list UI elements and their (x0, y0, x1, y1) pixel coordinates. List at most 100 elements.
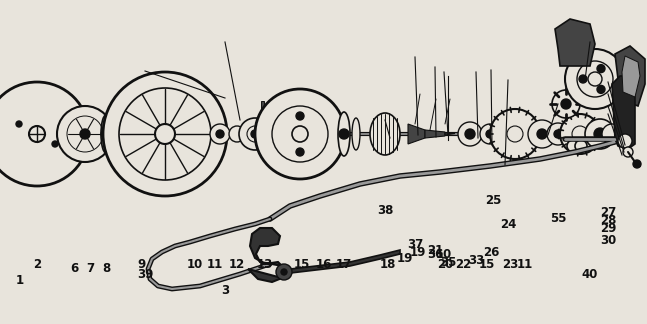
Circle shape (480, 124, 500, 144)
Text: 55: 55 (550, 212, 566, 225)
Circle shape (251, 130, 259, 138)
Circle shape (113, 129, 123, 139)
Circle shape (281, 269, 287, 275)
Circle shape (490, 109, 540, 159)
Circle shape (105, 121, 131, 147)
Text: 3: 3 (221, 284, 229, 296)
Text: 13: 13 (257, 259, 273, 272)
Circle shape (458, 122, 482, 146)
Text: 16: 16 (316, 259, 332, 272)
Text: 19: 19 (410, 246, 426, 259)
Text: 6: 6 (70, 261, 78, 274)
Circle shape (588, 72, 602, 86)
Text: 33: 33 (468, 253, 484, 267)
Circle shape (155, 124, 175, 144)
Circle shape (276, 264, 292, 280)
Text: 15: 15 (479, 259, 495, 272)
Circle shape (575, 140, 587, 152)
Circle shape (602, 124, 622, 144)
Text: 1: 1 (16, 273, 24, 286)
Text: 11: 11 (207, 259, 223, 272)
Circle shape (579, 75, 587, 83)
Text: 10: 10 (436, 249, 452, 261)
Circle shape (296, 148, 304, 156)
Circle shape (339, 129, 349, 139)
Text: 15: 15 (294, 259, 310, 272)
Circle shape (572, 126, 588, 142)
Ellipse shape (370, 113, 400, 155)
Circle shape (567, 140, 579, 152)
Bar (264, 135, 276, 141)
Circle shape (528, 120, 556, 148)
Text: 25: 25 (485, 193, 501, 206)
Polygon shape (612, 76, 635, 149)
Text: 17: 17 (336, 259, 352, 272)
Circle shape (597, 64, 605, 73)
Text: 39: 39 (137, 269, 153, 282)
Text: 35: 35 (440, 256, 456, 269)
Circle shape (618, 134, 632, 148)
Text: 21: 21 (427, 244, 443, 257)
Circle shape (577, 61, 613, 97)
Circle shape (0, 82, 89, 186)
Circle shape (119, 88, 211, 180)
Circle shape (554, 130, 562, 138)
Circle shape (103, 72, 227, 196)
Text: 38: 38 (377, 203, 393, 216)
Circle shape (547, 123, 569, 145)
Circle shape (597, 86, 605, 93)
Text: 9: 9 (138, 259, 146, 272)
Text: 8: 8 (102, 261, 110, 274)
Ellipse shape (352, 118, 360, 150)
Text: 36: 36 (427, 249, 443, 261)
Text: 29: 29 (600, 222, 616, 235)
Circle shape (255, 89, 345, 179)
Text: 26: 26 (483, 246, 499, 259)
Circle shape (52, 141, 58, 147)
Circle shape (561, 99, 571, 109)
Polygon shape (555, 19, 595, 66)
Text: 11: 11 (517, 259, 533, 272)
Circle shape (552, 90, 580, 118)
Circle shape (565, 49, 625, 109)
Text: 27: 27 (600, 205, 616, 218)
Polygon shape (622, 56, 640, 97)
Circle shape (465, 129, 475, 139)
Circle shape (486, 130, 494, 138)
Text: 20: 20 (437, 259, 453, 272)
Ellipse shape (101, 115, 111, 153)
Ellipse shape (338, 112, 350, 156)
Text: 22: 22 (455, 259, 471, 272)
Circle shape (80, 129, 90, 139)
Polygon shape (615, 46, 645, 106)
Circle shape (67, 116, 103, 152)
Polygon shape (425, 130, 445, 138)
Circle shape (57, 106, 113, 162)
Polygon shape (408, 124, 425, 144)
Text: 10: 10 (187, 259, 203, 272)
Text: 30: 30 (600, 234, 616, 247)
Text: 2: 2 (33, 259, 41, 272)
Text: 23: 23 (502, 259, 518, 272)
Circle shape (594, 128, 606, 140)
Circle shape (633, 160, 641, 168)
Circle shape (216, 130, 224, 138)
Circle shape (29, 126, 45, 142)
Text: 40: 40 (582, 269, 598, 282)
Circle shape (16, 121, 22, 127)
Text: 24: 24 (500, 218, 516, 232)
Circle shape (239, 118, 271, 150)
Text: 18: 18 (380, 259, 396, 272)
Text: 37: 37 (407, 238, 423, 251)
Circle shape (296, 112, 304, 120)
Circle shape (585, 119, 615, 149)
Polygon shape (445, 133, 455, 135)
Circle shape (623, 147, 633, 157)
Circle shape (537, 129, 547, 139)
Text: 12: 12 (229, 259, 245, 272)
Text: 28: 28 (600, 214, 616, 226)
Text: 19: 19 (397, 251, 413, 264)
Circle shape (210, 124, 230, 144)
Circle shape (229, 126, 245, 142)
Polygon shape (248, 228, 284, 282)
